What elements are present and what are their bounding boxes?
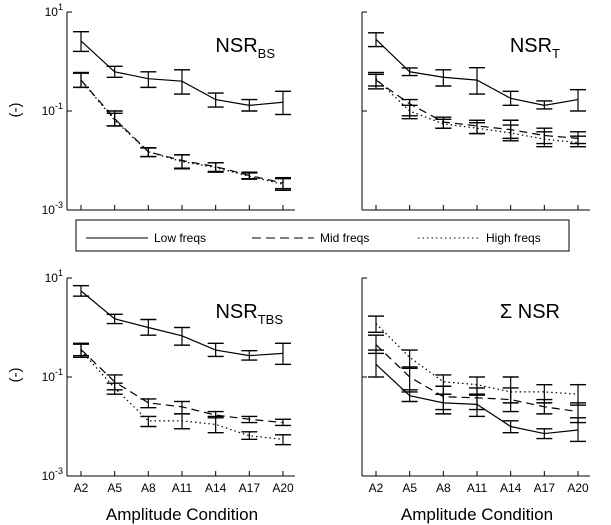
error-bar [401,67,418,77]
error-bar [140,398,157,409]
error-bar [275,342,291,366]
error-bar [73,284,89,297]
x-tick-label: A11 [467,481,488,495]
x-tick-label: A17 [534,481,556,495]
y-tick-label: 101 [45,268,63,285]
panel-title: NSRT [510,35,560,61]
error-bar [368,334,384,355]
x-tick-label: A11 [172,481,193,495]
error-bar [401,104,418,120]
x-tick-label: A17 [239,481,261,495]
error-bar [469,376,485,395]
x-tick-label: A5 [402,481,417,495]
xlabel-left: Amplitude Condition [106,505,258,524]
error-bar [570,383,586,406]
x-tick-label: A5 [107,481,122,495]
error-bar [174,400,190,415]
panel-title: Σ NSR [500,301,560,323]
error-bar [73,72,89,89]
y-tick-label: 101 [45,2,63,19]
error-bar [435,118,452,129]
panel-title: NSRTBS [215,301,283,327]
error-bar [275,177,291,192]
x-tick-label: A14 [205,481,227,495]
ylabel-bottom: (-) [7,368,24,383]
error-bar [502,376,519,404]
error-bar [536,428,553,440]
x-tick-label: A20 [567,481,589,495]
legend-box [75,219,570,252]
error-bar [368,71,384,87]
error-bar [106,112,123,127]
error-bar [502,124,519,142]
error-bar [174,154,190,170]
error-bar [502,420,519,434]
error-bar [435,69,452,87]
y-tick-label: 10-1 [42,101,63,118]
error-bar [241,349,258,361]
error-bar [368,315,384,333]
error-bar [536,383,553,404]
error-bar [275,418,291,427]
error-bar [174,413,190,430]
error-bar [570,135,586,148]
error-bar [241,415,258,424]
y-tick-label: 10-3 [42,200,63,217]
error-bar [368,349,384,378]
error-bar [207,92,224,108]
error-bar [536,100,553,110]
panel-nsr-tbs: 101 10-1 10-3 A2 A5 A8 A11 A14 A17 A20 NSRTBS [42,268,295,495]
panel-nsr-bs: 101 10-1 10-3 NSRBS [42,2,295,217]
x-tick-label: A2 [369,481,384,495]
legend: Low freqs Mid freqs High freqs [75,219,570,252]
xlabel-right: Amplitude Condition [401,505,553,524]
error-bar [140,71,157,89]
error-bar [241,172,258,180]
error-bar [207,342,224,358]
error-bar [502,90,519,107]
y-tick-label: 10-3 [42,466,63,483]
error-bar [435,374,452,395]
error-bar [106,313,123,325]
error-bar [106,382,123,395]
x-tick-label: A8 [436,481,451,495]
error-bar [368,32,384,48]
legend-label-high: High freqs [486,231,541,245]
error-bar [536,131,553,148]
error-bar [570,88,586,112]
error-bar [174,326,190,346]
error-bar [73,30,89,53]
x-tick-label: A2 [74,481,89,495]
error-bar [140,147,157,158]
x-tick-label: A14 [500,481,522,495]
error-bar [401,349,418,369]
panel-title: NSRBS [215,35,275,61]
panel-sigma-nsr: A2 A5 A8 A11 A14 A17 A20 Σ NSR [361,277,590,495]
error-bar [401,366,418,393]
error-bar [207,415,224,434]
error-bar [140,415,157,428]
x-tick-label: A20 [272,481,294,495]
error-bar [469,122,485,135]
panel-nsr-t: NSRT [361,11,590,211]
ylabel-top: (-) [7,103,24,118]
error-bar [241,431,258,441]
error-bar [241,98,258,112]
error-bar [73,343,89,359]
error-bar [140,318,157,336]
legend-label-mid: Mid freqs [320,231,369,245]
error-bar [275,90,291,116]
error-bar [275,434,291,446]
y-tick-label: 10-1 [42,367,63,384]
error-bar [207,162,224,173]
error-bar [174,69,190,95]
x-tick-label: A8 [141,481,156,495]
legend-label-low: Low freqs [154,231,206,245]
error-bar [106,65,123,78]
error-bar [469,66,485,95]
